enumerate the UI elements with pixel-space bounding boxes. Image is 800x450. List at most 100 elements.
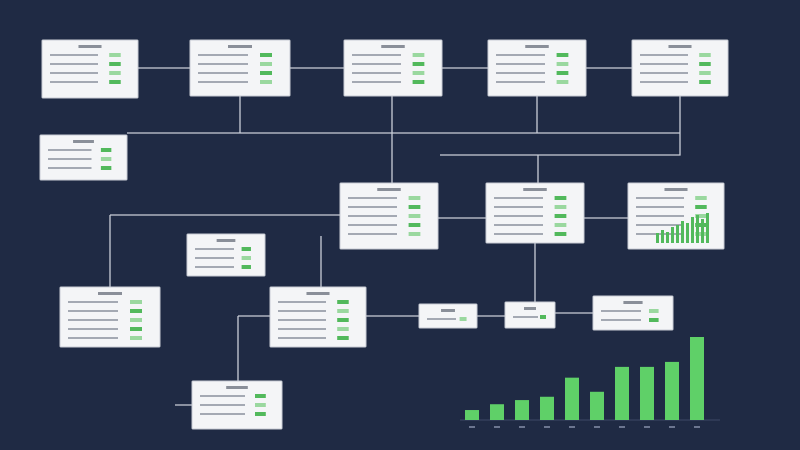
node-indicator bbox=[554, 223, 567, 227]
node-indicator bbox=[130, 336, 142, 340]
node bbox=[189, 39, 291, 97]
node-row bbox=[68, 337, 118, 339]
bar bbox=[490, 404, 504, 420]
node-row bbox=[640, 72, 688, 74]
node-row bbox=[68, 319, 118, 321]
node-indicator bbox=[412, 53, 425, 57]
node bbox=[269, 286, 367, 348]
node-indicator bbox=[241, 256, 251, 260]
bar bbox=[465, 410, 479, 420]
node-indicator bbox=[695, 196, 707, 200]
node-indicator bbox=[255, 394, 266, 398]
node-indicator bbox=[130, 318, 142, 322]
node-header bbox=[524, 307, 536, 310]
node-header bbox=[441, 309, 455, 312]
node-indicator bbox=[699, 80, 711, 84]
mini-bar bbox=[671, 227, 674, 243]
mini-bar bbox=[696, 215, 699, 243]
bar bbox=[540, 396, 554, 420]
node-indicator bbox=[337, 318, 349, 322]
tick-stub bbox=[519, 426, 525, 428]
node-row bbox=[352, 63, 401, 65]
bar bbox=[590, 391, 604, 420]
node-header bbox=[306, 292, 330, 295]
node-indicator bbox=[109, 71, 121, 75]
node-row bbox=[50, 63, 98, 65]
node-row bbox=[636, 197, 684, 199]
node-row bbox=[494, 215, 543, 217]
node-indicator bbox=[109, 62, 121, 66]
mini-bar bbox=[701, 219, 704, 243]
node-indicator bbox=[408, 232, 421, 236]
node-box bbox=[41, 39, 139, 99]
node-row bbox=[496, 81, 545, 83]
node-indicator bbox=[649, 318, 659, 322]
mini-bar bbox=[691, 217, 694, 243]
tick-stub bbox=[544, 426, 550, 428]
node-row bbox=[50, 81, 98, 83]
node-indicator bbox=[337, 300, 349, 304]
node-indicator bbox=[412, 71, 425, 75]
node-box bbox=[631, 39, 729, 97]
node-indicator bbox=[337, 327, 349, 331]
node bbox=[191, 380, 283, 430]
node-row bbox=[195, 257, 234, 259]
node-header bbox=[664, 188, 688, 191]
node-indicator bbox=[554, 205, 567, 209]
node bbox=[485, 182, 585, 244]
node-row bbox=[494, 224, 543, 226]
bar bbox=[515, 400, 529, 420]
node-row bbox=[198, 54, 248, 56]
node-indicator bbox=[337, 309, 349, 313]
node-indicator bbox=[554, 232, 567, 236]
node-header bbox=[668, 45, 692, 48]
node bbox=[592, 295, 674, 331]
bar bbox=[665, 361, 679, 420]
node-box bbox=[418, 303, 478, 329]
node-indicator bbox=[699, 53, 711, 57]
node-row bbox=[68, 301, 118, 303]
node bbox=[41, 39, 139, 99]
node-row bbox=[601, 310, 641, 312]
node-row bbox=[494, 233, 543, 235]
bar bbox=[690, 337, 704, 420]
node-indicator bbox=[241, 265, 251, 269]
node-row bbox=[48, 149, 92, 151]
node-indicator bbox=[540, 315, 546, 319]
mini-bar bbox=[656, 233, 659, 243]
node-indicator bbox=[255, 412, 266, 416]
node-indicator bbox=[412, 62, 425, 66]
node-row bbox=[348, 206, 397, 208]
tick-stub bbox=[669, 426, 675, 428]
node-header bbox=[78, 45, 102, 48]
tick-stub bbox=[569, 426, 575, 428]
node-indicator bbox=[109, 53, 121, 57]
node-indicator bbox=[649, 309, 659, 313]
node-row bbox=[195, 266, 234, 268]
connectors bbox=[109, 67, 681, 406]
node-indicator bbox=[408, 223, 421, 227]
middle-lines bbox=[109, 214, 628, 302]
node-row bbox=[278, 310, 326, 312]
node-row bbox=[200, 413, 245, 415]
node-box bbox=[504, 301, 556, 329]
node-header bbox=[381, 45, 405, 48]
node-header bbox=[73, 140, 94, 143]
tick-stub bbox=[594, 426, 600, 428]
node bbox=[504, 301, 556, 329]
node bbox=[343, 39, 443, 97]
node-header bbox=[216, 239, 236, 242]
node-indicator bbox=[337, 336, 349, 340]
node-indicator bbox=[695, 232, 707, 236]
node-row bbox=[68, 328, 118, 330]
tick-stub bbox=[694, 426, 700, 428]
node-row bbox=[348, 215, 397, 217]
node-row bbox=[200, 395, 245, 397]
node-row bbox=[278, 328, 326, 330]
node-row bbox=[198, 63, 248, 65]
node-header bbox=[98, 292, 122, 295]
node-indicator bbox=[699, 71, 711, 75]
node-row bbox=[640, 54, 688, 56]
node-indicator bbox=[100, 166, 112, 170]
